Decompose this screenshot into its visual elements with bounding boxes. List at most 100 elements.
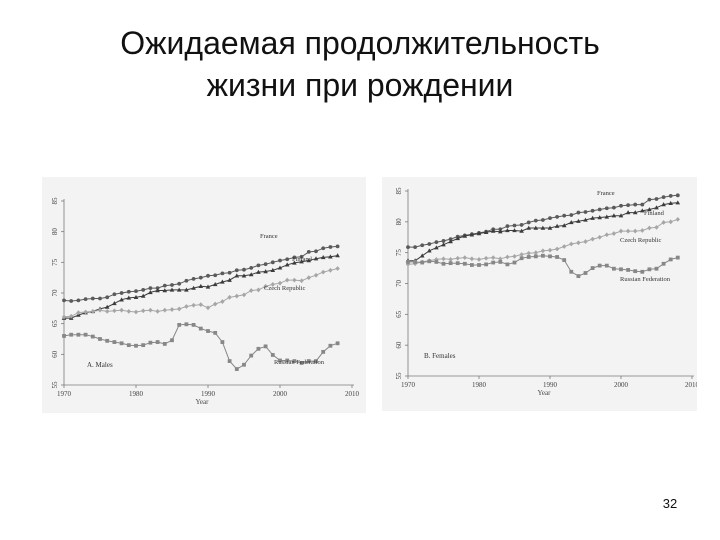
point-russian-federation bbox=[647, 267, 652, 272]
point-russian-federation bbox=[548, 254, 552, 259]
point-russian-federation bbox=[668, 257, 673, 262]
point-czech-republic bbox=[455, 255, 460, 261]
point-czech-republic bbox=[469, 256, 475, 262]
point-russian-federation bbox=[220, 340, 225, 344]
y-tick-label: 80 bbox=[51, 228, 59, 236]
y-tick-label: 55 bbox=[395, 372, 403, 380]
point-russian-federation bbox=[413, 260, 417, 264]
point-czech-republic bbox=[205, 305, 211, 311]
point-finland bbox=[220, 279, 225, 284]
point-finland bbox=[427, 248, 432, 253]
point-russian-federation bbox=[69, 332, 74, 337]
point-czech-republic bbox=[569, 241, 574, 247]
point-france bbox=[90, 296, 95, 301]
point-czech-republic bbox=[306, 275, 311, 281]
point-france bbox=[249, 265, 254, 270]
point-czech-republic bbox=[169, 307, 175, 312]
point-finland bbox=[176, 287, 182, 292]
x-tick-label: 1990 bbox=[543, 381, 558, 389]
point-finland bbox=[498, 229, 503, 234]
point-france bbox=[654, 197, 659, 201]
point-finland bbox=[306, 258, 312, 263]
point-czech-republic bbox=[119, 307, 124, 313]
point-france bbox=[76, 298, 81, 303]
point-russian-federation bbox=[328, 343, 333, 348]
point-finland bbox=[133, 294, 139, 299]
point-russian-federation bbox=[234, 367, 239, 371]
point-russian-federation bbox=[569, 269, 574, 274]
point-russian-federation bbox=[306, 359, 311, 363]
point-finland bbox=[248, 272, 254, 277]
point-russian-federation bbox=[148, 340, 153, 345]
point-russian-federation bbox=[177, 322, 182, 327]
point-finland bbox=[462, 233, 468, 238]
point-finland bbox=[533, 225, 539, 230]
point-russian-federation bbox=[612, 266, 616, 271]
point-czech-republic bbox=[285, 277, 290, 283]
point-finland bbox=[299, 259, 304, 264]
y-tick-label: 75 bbox=[51, 258, 59, 266]
point-russian-federation bbox=[470, 263, 474, 267]
point-france bbox=[314, 249, 318, 254]
point-france bbox=[668, 194, 673, 198]
point-finland bbox=[654, 205, 659, 210]
point-russian-federation bbox=[263, 344, 268, 349]
point-russian-federation bbox=[583, 271, 588, 275]
chart-females: 55 60 65 70 75 80 85 1970 1980 1990 2000 2010 Year Fr… bbox=[395, 187, 697, 397]
point-russian-federation bbox=[249, 353, 254, 358]
point-france bbox=[406, 245, 410, 250]
y-tick-label: 65 bbox=[51, 320, 59, 328]
point-russian-federation bbox=[112, 340, 117, 344]
point-france bbox=[533, 218, 538, 223]
point-france bbox=[306, 250, 311, 254]
point-czech-republic bbox=[448, 257, 453, 262]
point-czech-republic bbox=[234, 293, 239, 299]
point-france bbox=[647, 197, 652, 202]
point-france bbox=[105, 295, 110, 300]
point-czech-republic bbox=[105, 309, 110, 314]
point-france bbox=[148, 286, 153, 290]
point-czech-republic bbox=[249, 288, 254, 293]
point-france bbox=[576, 210, 581, 215]
point-czech-republic bbox=[597, 234, 602, 240]
point-france bbox=[285, 257, 290, 262]
point-finland bbox=[191, 285, 196, 290]
point-finland bbox=[476, 231, 482, 236]
point-czech-republic bbox=[625, 228, 631, 234]
point-russian-federation bbox=[292, 359, 297, 363]
point-finland bbox=[205, 284, 211, 289]
point-czech-republic bbox=[241, 292, 247, 298]
point-czech-republic bbox=[292, 277, 297, 283]
series-label-france: France bbox=[597, 190, 615, 197]
point-czech-republic bbox=[133, 309, 139, 315]
point-finland bbox=[590, 215, 595, 220]
point-finland bbox=[277, 265, 283, 270]
y-tick-label: 85 bbox=[51, 197, 59, 205]
point-finland bbox=[335, 253, 340, 258]
point-france bbox=[112, 292, 117, 297]
y-tick-label: 70 bbox=[51, 289, 59, 297]
point-finland bbox=[140, 293, 146, 298]
point-finland bbox=[313, 256, 319, 261]
series-line-france bbox=[63, 245, 338, 302]
point-russian-federation bbox=[562, 258, 567, 262]
point-france bbox=[278, 258, 282, 263]
point-russian-federation bbox=[675, 255, 680, 260]
chart-males: 55 60 65 70 75 80 85 1970 1980 1990 2000 2010 Year Fr… bbox=[51, 197, 360, 406]
point-russian-federation bbox=[126, 343, 131, 348]
point-france bbox=[328, 245, 333, 249]
point-france bbox=[119, 291, 124, 295]
point-finland bbox=[540, 225, 546, 230]
point-finland bbox=[604, 214, 610, 219]
point-russian-federation bbox=[420, 260, 425, 265]
point-france bbox=[69, 299, 74, 303]
point-czech-republic bbox=[526, 250, 531, 256]
point-russian-federation bbox=[105, 338, 110, 343]
point-finland bbox=[441, 242, 446, 247]
point-czech-republic bbox=[126, 309, 131, 314]
point-france bbox=[62, 298, 66, 303]
y-tick-label: 60 bbox=[51, 350, 59, 358]
point-france bbox=[420, 243, 425, 248]
point-russian-federation bbox=[619, 267, 623, 272]
point-russian-federation bbox=[441, 261, 446, 266]
